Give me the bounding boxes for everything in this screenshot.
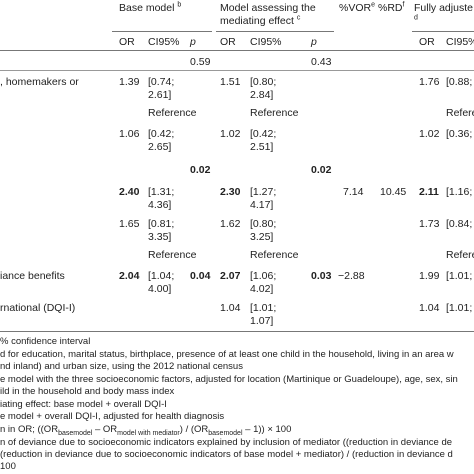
cell-or1: 1.39 [119,76,140,88]
footnote: % confidence interval [0,336,91,347]
row-label: , homemakers or [0,76,79,88]
cell-ci1a: [0.81; [148,218,175,230]
footnote: iating effect: base model + overall DQI-… [0,399,167,410]
cell-ci2a: [1.06; [250,270,277,282]
cell-or1: 1.06 [119,128,140,140]
cell-ref2: Reference [250,107,299,119]
header-bottom-rule [0,50,474,51]
cell-ref3: Refere [446,107,474,119]
footnote: ild in the household and body mass index [0,386,175,397]
cell-ci2b: 4.02] [250,283,274,295]
cell-or2: 2.30 [220,186,241,198]
footnote: d for education, marital status, birthpl… [0,349,454,360]
cell-ref1: Reference [148,249,197,261]
cell-ci1a: [1.04; [148,270,175,282]
footnote: nd inland) and urban size, using the 201… [0,361,243,372]
cell-ci3a: [0.36; [446,128,473,140]
cell-p1: 0.59 [190,56,211,68]
cell-or2: 2.07 [220,270,241,282]
cell-ci2b: 2.84] [250,89,274,101]
cell-or1: 2.40 [119,186,140,198]
header-rd: %RDf [378,1,405,15]
cell-ref3: Refere [446,249,474,261]
cell-ci3a: [0.88; [446,76,473,88]
cell-p1: 0.04 [190,270,211,282]
footnote: e model with the three socioeconomic fac… [0,374,458,385]
cell-vor: −2.88 [338,270,365,282]
col-ci-2: CI95% [250,36,282,48]
col-p-1: p [190,36,196,48]
cell-ci1a: [1.31; [148,186,175,198]
header-vor: %VORe [339,1,375,15]
cell-or3: 1.04 [419,302,440,314]
cell-or3: 1.76 [419,76,440,88]
row-label: iance benefits [0,270,65,282]
header-mediating-model: Model assessing the mediating effect c [220,2,316,27]
cell-ci3a: [1.01; [446,302,473,314]
footnote: n of deviance due to socioeconomic indic… [0,437,453,448]
cell-or2: 1.02 [220,128,241,140]
col-or-2: OR [220,36,236,48]
col-ci-1: CI95% [148,36,180,48]
footnote-formula: n in OR; ((ORbasemodel – ORmodel with me… [0,424,292,437]
row-label: rnational (DQI-I) [0,302,76,314]
footnote: 100 [0,461,16,472]
cell-ci3a: [1.16; [446,186,473,198]
table-bottom-rule [0,331,474,332]
cell-p2: 0.02 [311,164,332,176]
cell-ci2a: [0.80; [250,76,277,88]
cell-or3: 2.11 [419,186,439,198]
cell-or3: 1.02 [419,128,440,140]
cell-or2: 1.62 [220,218,241,230]
cell-ci1b: 4.00] [148,283,172,295]
cell-ci1a: [0.42; [148,128,175,140]
col-p-2: p [311,36,317,48]
cell-or3: 1.99 [419,270,440,282]
cell-ci2b: 3.25] [250,231,274,243]
footnote: e model + overall DQI-I, adjusted for he… [0,411,225,422]
header-base-model: Base model b [119,1,182,15]
cell-ci3a: [0.84; [446,218,473,230]
cell-rd: 10.45 [380,186,407,198]
cell-ci2a: [1.01; [250,302,277,314]
cell-ci3a: [1.01; [446,270,473,282]
col-ci-3: CI95% [446,36,474,48]
header-rule-mediating [216,31,334,32]
cell-ci1b: 4.36] [148,199,172,211]
col-or-3: OR [419,36,435,48]
cell-p2: 0.03 [311,270,332,282]
cell-ci1a: [0.74; [148,76,175,88]
cell-ci2b: 1.07] [250,315,274,327]
row-rule [0,70,474,71]
cell-ci2a: [1.27; [250,186,277,198]
footnote: (reduction in deviance due to socioecono… [0,449,453,460]
cell-ci1b: 2.61] [148,89,172,101]
cell-or3: 1.73 [419,218,440,230]
cell-p2: 0.43 [311,56,332,68]
cell-or1: 2.04 [119,270,140,282]
cell-ci2b: 2.51] [250,141,274,153]
cell-or1: 1.65 [119,218,140,230]
cell-ci2a: [0.80; [250,218,277,230]
cell-ref2: Reference [250,249,299,261]
header-fully-adjusted: Fully adjuste d [414,2,473,22]
cell-ci1b: 3.35] [148,231,172,243]
cell-ref1: Reference [148,107,197,119]
col-or-1: OR [119,36,135,48]
cell-or2: 1.04 [220,302,241,314]
cell-p1: 0.02 [190,164,211,176]
cell-ci2b: 4.17] [250,199,274,211]
cell-or2: 1.51 [220,76,241,88]
cell-ci1b: 2.65] [148,141,172,153]
header-rule-fully [412,31,474,32]
cell-vor: 7.14 [343,186,364,198]
header-rule-base [112,31,212,32]
cell-ci2a: [0.42; [250,128,277,140]
